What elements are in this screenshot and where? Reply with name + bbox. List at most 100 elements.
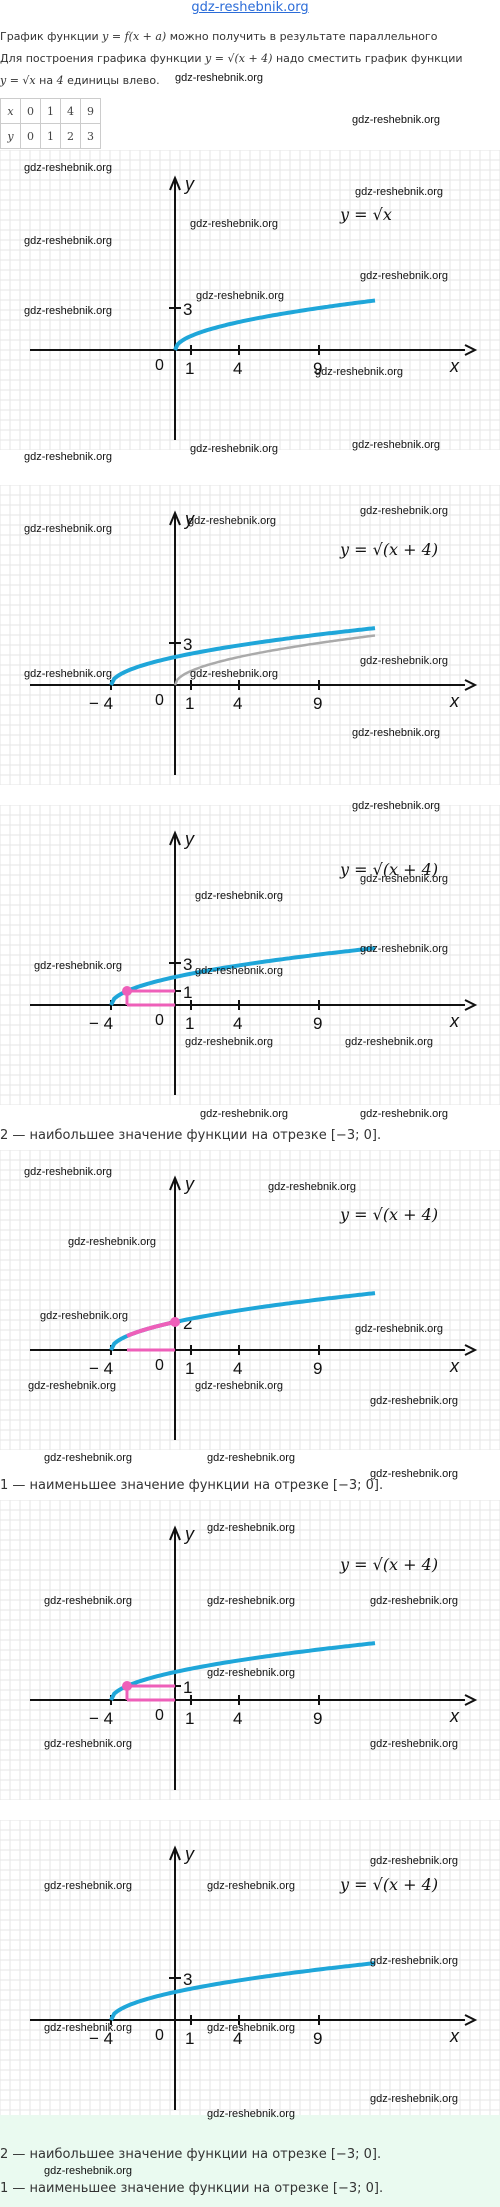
watermark: gdz-reshebnik.org <box>24 668 113 680</box>
watermark: gdz-reshebnik.org <box>185 1036 274 1048</box>
graph-formula: y = √(x + 4) <box>339 1875 438 1894</box>
intro-line-1-suffix: можно получить в результате параллельног… <box>169 30 438 43</box>
point-min <box>122 986 132 996</box>
table-row-x: x 0 1 4 9 <box>0 98 101 124</box>
watermark: gdz-reshebnik.org <box>370 1468 459 1480</box>
answer-min: 1 — наименьшее значение функции на отрез… <box>0 2181 384 2196</box>
graph-value-at-minus-3: x y y = √(x + 4) − 4 0 1 4 9 3 1 <box>0 805 500 1105</box>
watermark: gdz-reshebnik.org <box>195 890 284 902</box>
note-min: 1 — наименьшее значение функции на отрез… <box>0 1478 384 1493</box>
x-axis-arrow <box>464 1694 478 1706</box>
grid <box>0 150 500 450</box>
x-tick-label: 1 <box>185 1014 194 1033</box>
x-tick-label: − 4 <box>89 1359 113 1378</box>
table-cell: 0 <box>20 98 41 124</box>
answer-max: 2 — наибольшее значение функции на отрез… <box>0 2147 382 2162</box>
x-axis-arrow <box>464 679 478 691</box>
watermark: gdz-reshebnik.org <box>352 727 441 739</box>
curve-sqrt-x-plus-4 <box>109 1641 376 1701</box>
y-tick-label: 1 <box>183 983 192 1002</box>
graph-min-value: x y y = √(x + 4) − 4 0 1 4 9 1 <box>0 1500 500 1800</box>
y-axis-label: y <box>183 174 195 194</box>
watermark: gdz-reshebnik.org <box>360 943 449 955</box>
table-cell: 9 <box>80 98 101 124</box>
watermark: gdz-reshebnik.org <box>195 1380 284 1392</box>
table-cell: 0 <box>20 123 41 149</box>
intro-formula-general: y = f(x + a) <box>102 30 167 43</box>
x-tick-label: 1 <box>185 694 194 713</box>
y-tick-label: 3 <box>183 300 192 319</box>
intro-line-1: График функции y = f(x + a) можно получи… <box>0 30 437 44</box>
graph-canvas: x y y = √x 0 1 4 9 3 <box>0 150 500 450</box>
graph-max-value: x y y = √(x + 4) − 4 0 1 4 9 2 <box>0 1150 500 1450</box>
table-header-y: y <box>0 123 21 149</box>
x-tick-label: 1 <box>185 1709 194 1728</box>
x-tick-label: − 4 <box>89 1014 113 1033</box>
graph-sqrt-x-plus-4: x y y = √(x + 4) − 4 0 1 4 9 3 <box>0 485 500 785</box>
watermark: gdz-reshebnik.org <box>370 1955 459 1967</box>
x-axis-arrow <box>464 999 478 1011</box>
x-tick-label: 4 <box>233 1359 242 1378</box>
watermark: gdz-reshebnik.org <box>175 72 264 84</box>
site-title[interactable]: gdz-reshebnik.org <box>191 0 309 15</box>
table-header-x: x <box>0 98 21 124</box>
watermark: gdz-reshebnik.org <box>190 443 279 455</box>
watermark: gdz-reshebnik.org <box>268 1181 357 1193</box>
x-tick-label: 9 <box>313 1014 322 1033</box>
y-axis-label: y <box>183 509 195 529</box>
y-tick-label: 2 <box>183 1314 192 1333</box>
x-axis-label: x <box>449 1706 460 1726</box>
graph-canvas: x y y = √(x + 4) − 4 0 1 4 9 3 1 <box>0 805 500 1105</box>
graph-formula: y = √(x + 4) <box>339 1205 438 1224</box>
watermark: gdz-reshebnik.org <box>207 1452 296 1464</box>
x-tick-label: 9 <box>313 694 322 713</box>
graph-formula: y = √(x + 4) <box>339 540 438 559</box>
x-axis-label: x <box>449 1356 460 1376</box>
answer-box: 2 — наибольшее значение функции на отрез… <box>0 2115 500 2207</box>
x-axis-arrow <box>464 2014 478 2026</box>
x-axis-arrow <box>464 344 478 356</box>
point-max <box>170 1317 180 1327</box>
y-tick-label: 3 <box>183 1970 192 1989</box>
x-tick-label: 0 <box>155 357 164 374</box>
x-tick-label: 4 <box>233 359 242 378</box>
watermark: gdz-reshebnik.org <box>195 965 284 977</box>
x-tick-label: 0 <box>155 1012 164 1029</box>
watermark: gdz-reshebnik.org <box>24 451 113 463</box>
x-tick-label: 0 <box>155 692 164 709</box>
x-axis-label: x <box>449 1011 460 1031</box>
watermark: gdz-reshebnik.org <box>28 1380 117 1392</box>
values-table: x 0 1 4 9 y 0 1 2 3 <box>0 98 101 149</box>
x-tick-label: 0 <box>155 2027 164 2044</box>
watermark: gdz-reshebnik.org <box>44 1738 133 1750</box>
watermark: gdz-reshebnik.org <box>370 2093 459 2105</box>
watermark: gdz-reshebnik.org <box>360 505 449 517</box>
graph-formula: y = √(x + 4) <box>339 860 438 879</box>
watermark: gdz-reshebnik.org <box>352 439 441 451</box>
watermark: gdz-reshebnik.org <box>24 1166 113 1178</box>
x-tick-label: 9 <box>313 2029 322 2048</box>
watermark: gdz-reshebnik.org <box>207 1522 296 1534</box>
grid <box>0 1820 500 2120</box>
x-tick-label: 9 <box>313 1359 322 1378</box>
y-axis-arrow <box>169 1175 181 1191</box>
x-tick-label: 4 <box>233 2029 242 2048</box>
x-tick-label: 1 <box>185 1359 194 1378</box>
watermark: gdz-reshebnik.org <box>315 366 404 378</box>
watermark: gdz-reshebnik.org <box>44 1452 133 1464</box>
watermark: gdz-reshebnik.org <box>190 218 279 230</box>
x-tick-label: 9 <box>313 1709 322 1728</box>
intro-line-2-suffix: надо сместить график функции <box>275 52 463 65</box>
note-max: 2 — наибольшее значение функции на отрез… <box>0 1128 382 1143</box>
curve-segment-highlight <box>126 1320 176 1338</box>
graph-formula: y = √x <box>339 205 392 224</box>
table-cell: 1 <box>40 123 61 149</box>
watermark: gdz-reshebnik.org <box>24 162 113 174</box>
y-axis-arrow <box>169 175 181 191</box>
y-tick-label: 3 <box>183 955 192 974</box>
intro-line-2: Для построения графика функции y = √(x +… <box>0 52 463 66</box>
x-tick-label: 4 <box>233 694 242 713</box>
watermark: gdz-reshebnik.org <box>370 1595 459 1607</box>
intro-line-1-prefix: График функции <box>0 30 99 43</box>
table-row-y: y 0 1 2 3 <box>0 123 101 149</box>
